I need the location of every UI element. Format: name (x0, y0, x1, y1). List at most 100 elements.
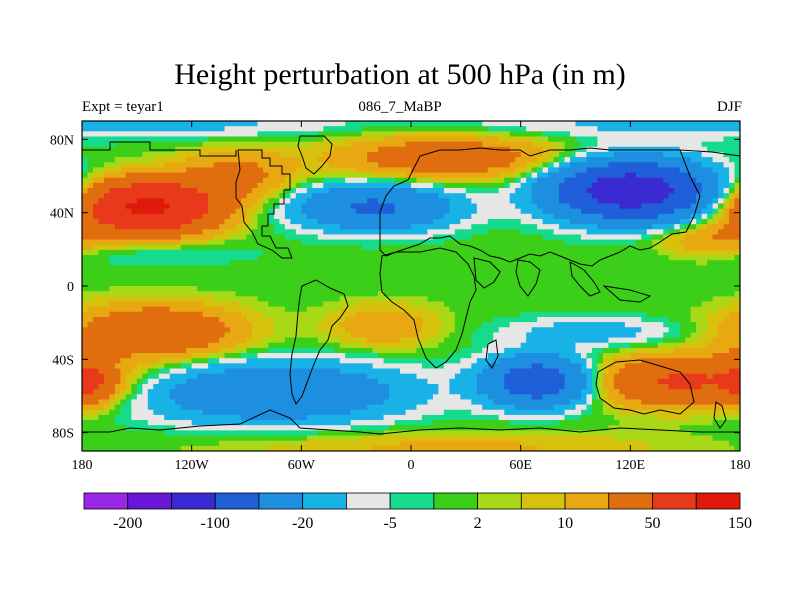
field-cell (641, 316, 670, 323)
field-cell (504, 383, 566, 390)
field-cell (262, 167, 297, 174)
field-cell (487, 363, 533, 370)
field-cell (367, 337, 401, 344)
field-cell (443, 239, 566, 246)
field-cell (279, 188, 286, 194)
field-cell (301, 182, 313, 189)
field-cell (257, 218, 270, 225)
field-cell (663, 239, 681, 246)
field-cell (224, 239, 302, 246)
field-cell (515, 404, 555, 411)
field-cell (131, 368, 143, 375)
field-cell (476, 383, 505, 390)
field-cell (98, 198, 138, 205)
field-cell (729, 188, 736, 194)
field-cell (723, 136, 740, 143)
field-cell (120, 368, 132, 375)
field-cell (98, 249, 138, 256)
field-cell (537, 316, 642, 323)
field-cell (427, 306, 450, 313)
field-cell (718, 198, 725, 205)
field-cell (482, 121, 577, 127)
field-cell (169, 203, 209, 210)
field-cell (350, 409, 407, 416)
field-cell (438, 316, 456, 323)
field-cell (729, 208, 740, 215)
field-cell (580, 234, 642, 241)
field-cell (323, 316, 346, 323)
field-cell (82, 306, 89, 313)
field-cell (82, 394, 111, 401)
coastline-arabia (473, 257, 501, 289)
field-cell (295, 188, 308, 194)
field-cell (109, 394, 116, 401)
field-cell (729, 198, 736, 205)
field-cell (224, 306, 253, 313)
field-cell (679, 322, 697, 328)
field-cell (613, 353, 631, 359)
field-cell (251, 188, 270, 194)
field-cell (553, 141, 566, 148)
field-cell (690, 332, 703, 339)
field-cell (164, 430, 319, 437)
field-cell (487, 353, 516, 359)
field-cell (367, 373, 418, 380)
field-cell (723, 208, 730, 215)
field-cell (246, 193, 264, 199)
field-cell (443, 409, 472, 416)
field-cell (449, 353, 472, 359)
field-cell (82, 208, 94, 215)
field-cell (356, 311, 412, 318)
field-cell (175, 399, 385, 406)
field-cell (257, 198, 264, 205)
field-cell (345, 177, 368, 184)
field-cell (559, 151, 571, 158)
field-cell (729, 213, 740, 220)
field-cell (509, 162, 527, 169)
field-cell (82, 337, 220, 344)
field-cell (443, 322, 456, 328)
field-cell (531, 141, 555, 148)
field-cell (114, 363, 138, 370)
field-cell (257, 162, 302, 169)
field-cell (82, 347, 187, 354)
field-cell (564, 409, 582, 416)
field-cell (515, 188, 533, 194)
field-cell (109, 301, 204, 308)
field-cell (509, 131, 544, 138)
field-cell (657, 378, 740, 385)
field-cell (729, 182, 736, 189)
field-cell (537, 172, 549, 179)
field-cell (668, 182, 703, 189)
field-cell (87, 172, 94, 179)
field-cell (668, 327, 681, 334)
field-cell (498, 327, 533, 334)
field-cell (586, 146, 609, 153)
field-cell (82, 378, 105, 385)
field-cell (411, 301, 445, 308)
field-cell (169, 389, 390, 395)
field-cell (241, 198, 259, 205)
field-cell (707, 311, 730, 318)
field-cell (646, 440, 730, 447)
field-cell (92, 244, 127, 251)
field-cell (339, 224, 412, 230)
field-cell (635, 172, 692, 179)
field-cell (580, 141, 599, 148)
field-cell (109, 311, 204, 318)
y-tick-label: 80N (50, 133, 74, 148)
field-cell (718, 193, 725, 199)
field-cell (575, 342, 609, 349)
field-cell (389, 425, 609, 431)
field-cell (92, 177, 105, 184)
colorbar-swatch (389, 492, 435, 510)
field-cell (82, 353, 132, 359)
field-cell (251, 322, 275, 328)
field-cell (712, 198, 719, 205)
field-cell (400, 440, 522, 447)
field-cell (586, 363, 593, 370)
field-cell (487, 229, 522, 236)
field-cell (471, 399, 494, 406)
field-cell (718, 208, 725, 215)
field-cell (230, 327, 253, 334)
